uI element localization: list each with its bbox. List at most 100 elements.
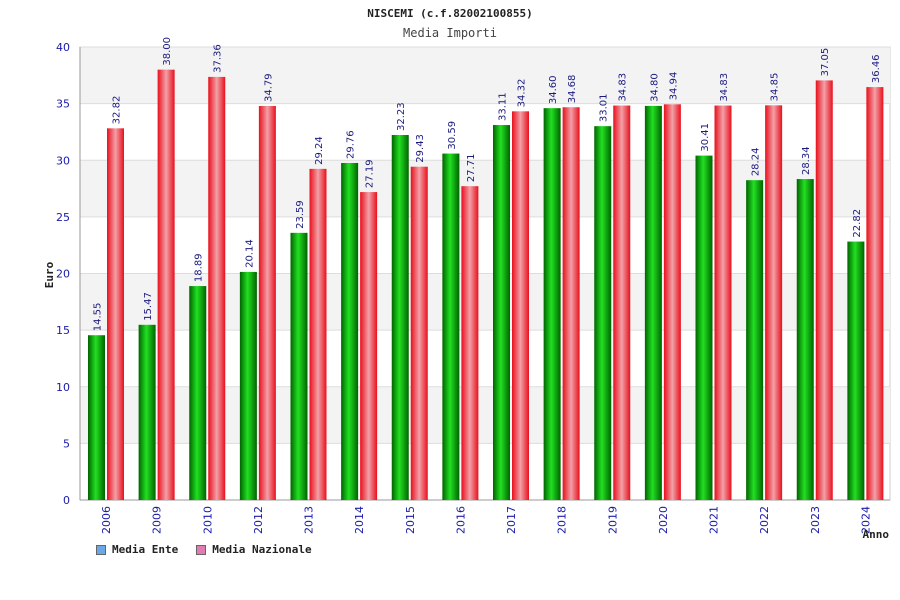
x-tick-label: 2017 (505, 506, 518, 534)
bar-media-nazionale-2012 (258, 106, 276, 501)
bar-media-ente-2015 (391, 134, 409, 501)
bar-media-ente-2013 (290, 232, 308, 500)
value-label: 32.23 (396, 102, 407, 131)
bar-media-ente-2014 (341, 162, 359, 500)
bar-media-ente-2023 (796, 179, 814, 500)
x-tick-label: 2015 (404, 506, 417, 534)
bar-media-nazionale-2021 (714, 105, 732, 501)
bar-media-nazionale-2017 (512, 111, 529, 501)
value-label: 29.43 (415, 134, 426, 163)
value-label: 34.68 (567, 75, 578, 104)
y-axis-ticks: 0 5 10 15 20 25 30 35 40 (56, 41, 70, 507)
value-label: 37.36 (213, 44, 224, 73)
bar-media-nazionale-2023 (815, 80, 833, 500)
bars (88, 69, 884, 501)
x-tick-label: 2018 (556, 506, 569, 534)
legend: Media Ente Media Nazionale (96, 543, 312, 556)
x-tick-label: 2010 (201, 506, 214, 534)
value-label: 37.05 (820, 48, 831, 77)
value-label: 34.60 (548, 76, 559, 105)
value-label: 28.24 (751, 148, 762, 177)
legend-label-media-ente: Media Ente (112, 543, 179, 556)
value-label: 34.79 (263, 73, 274, 102)
x-tick-label: 2016 (454, 506, 467, 534)
bar-media-ente-2024 (847, 241, 865, 500)
value-label: 29.24 (314, 136, 325, 165)
y-tick-label: 25 (56, 211, 70, 224)
bar-media-nazionale-2006 (107, 128, 124, 500)
value-label: 29.76 (346, 130, 357, 159)
value-label: 34.80 (649, 73, 660, 102)
y-tick-label: 0 (63, 494, 70, 507)
value-label: 27.71 (466, 154, 477, 183)
value-label: 34.85 (770, 73, 781, 102)
bar-media-ente-2020 (644, 105, 662, 500)
x-tick-label: 2019 (606, 506, 619, 534)
value-label: 34.83 (618, 73, 629, 102)
value-label: 27.19 (365, 159, 376, 188)
chart-title: NISCEMI (c.f.82002100855) (367, 7, 533, 20)
x-tick-label: 2021 (708, 506, 721, 534)
bar-media-nazionale-2018 (562, 107, 580, 501)
x-tick-label: 2024 (859, 506, 872, 534)
value-label: 36.46 (871, 54, 882, 83)
value-label: 14.55 (93, 303, 104, 332)
x-tick-label: 2014 (353, 506, 366, 534)
value-label: 34.94 (668, 72, 679, 101)
value-label: 30.59 (447, 121, 458, 150)
legend-item-media-nazionale: Media Nazionale (196, 543, 312, 556)
value-label: 32.82 (112, 96, 123, 125)
y-tick-label: 40 (56, 41, 70, 54)
bar-media-ente-2009 (138, 324, 156, 500)
value-label: 34.83 (719, 73, 730, 102)
x-tick-label: 2013 (303, 506, 316, 534)
x-tick-label: 2009 (151, 506, 164, 534)
value-label: 28.34 (801, 146, 812, 175)
bar-media-ente-2019 (594, 126, 612, 501)
bar-media-nazionale-2016 (461, 186, 479, 500)
bar-media-nazionale-2009 (157, 69, 175, 501)
x-tick-label: 2023 (809, 506, 822, 534)
y-axis-label: Euro (43, 261, 56, 288)
bar-media-ente-2010 (189, 286, 207, 500)
grid-band (80, 47, 890, 104)
value-label: 30.41 (700, 123, 711, 152)
value-label: 33.11 (498, 92, 509, 121)
y-tick-label: 5 (63, 437, 70, 450)
x-tick-label: 2012 (252, 506, 265, 534)
chart-subtitle: Media Importi (403, 26, 497, 40)
legend-swatch-media-ente (96, 544, 106, 555)
bar-media-ente-2022 (746, 180, 764, 500)
bar-media-ente-2016 (442, 153, 460, 501)
bar-media-ente-2012 (239, 271, 257, 500)
value-label: 18.89 (194, 253, 205, 282)
bar-media-nazionale-2022 (765, 105, 783, 500)
x-axis-ticks: 2006 2009 2010 2012 2013 2014 2015 2016 2017 2018… (100, 506, 872, 534)
bar-media-nazionale-2010 (208, 76, 226, 500)
bar-media-nazionale-2015 (410, 166, 428, 500)
x-tick-label: 2022 (758, 506, 771, 534)
bar-media-nazionale-2020 (663, 104, 681, 500)
x-axis-label: Anno (863, 528, 890, 541)
x-tick-label: 2020 (657, 506, 670, 534)
bar-media-ente-2006 (88, 335, 105, 500)
y-tick-label: 30 (56, 154, 70, 167)
value-label: 15.47 (143, 292, 154, 321)
bar-media-nazionale-2014 (360, 192, 378, 501)
y-tick-label: 15 (56, 324, 70, 337)
bar-media-nazionale-2013 (309, 168, 327, 500)
y-tick-label: 35 (56, 98, 70, 111)
y-tick-label: 10 (56, 381, 70, 394)
legend-item-media-ente: Media Ente (96, 543, 178, 556)
value-label: 34.32 (517, 79, 528, 108)
legend-label-media-nazionale: Media Nazionale (212, 543, 312, 556)
value-label: 20.14 (244, 239, 255, 268)
bar-media-ente-2018 (543, 108, 561, 500)
value-label: 22.82 (852, 209, 863, 238)
value-label: 33.01 (599, 94, 610, 123)
legend-swatch-media-nazionale (196, 544, 207, 555)
x-tick-label: 2006 (100, 506, 113, 534)
value-label: 23.59 (295, 200, 306, 229)
bar-media-ente-2021 (695, 155, 713, 500)
